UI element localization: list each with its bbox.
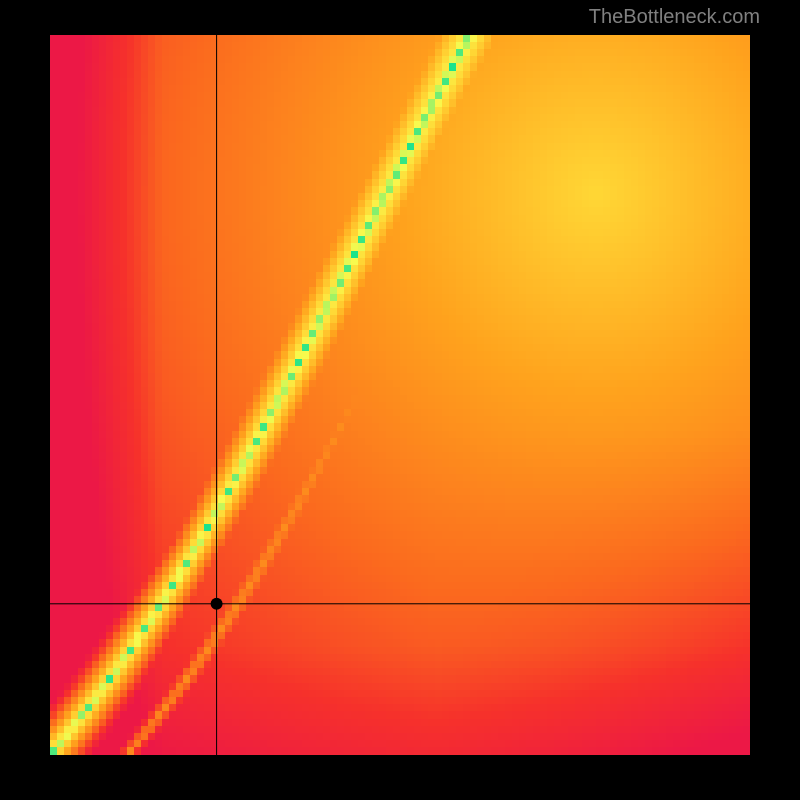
- heatmap-canvas: [50, 35, 750, 755]
- watermark-text: TheBottleneck.com: [589, 6, 760, 29]
- heatmap-plot: [50, 35, 750, 755]
